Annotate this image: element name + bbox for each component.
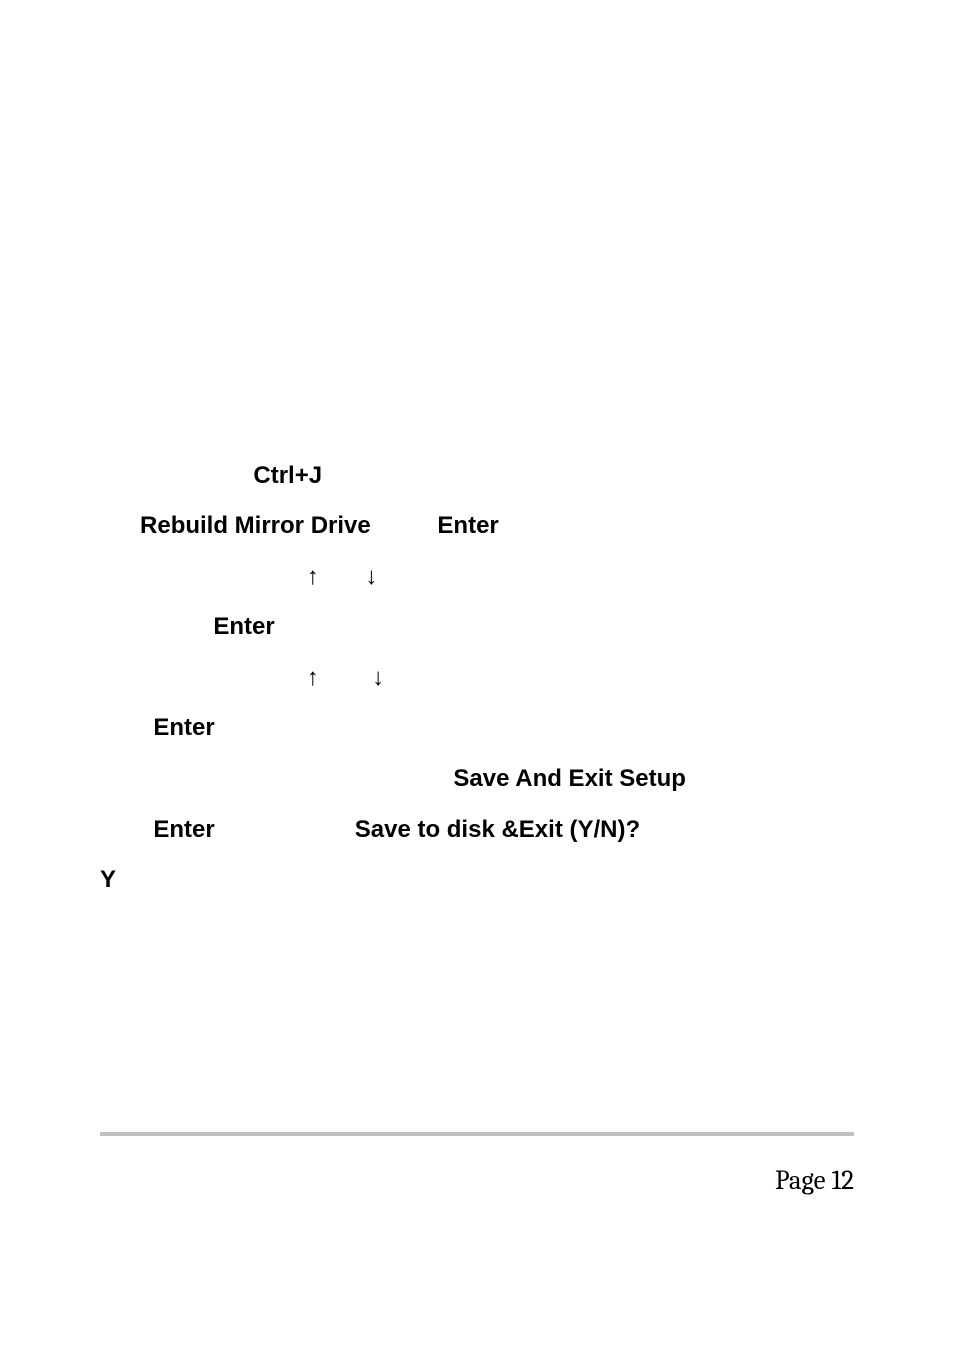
- document-content: Ctrl+J Rebuild Mirror Drive Enter ↑ ↓ En…: [100, 450, 854, 905]
- rebuild-mirror-label: Rebuild Mirror Drive: [140, 512, 371, 539]
- line-3: ↑ ↓: [100, 551, 854, 602]
- indent: [100, 512, 140, 539]
- footer-divider: [100, 1132, 854, 1136]
- save-prompt: Save to disk &Exit (Y/N)?: [355, 816, 640, 843]
- arrow-keys: ↑ ↓: [307, 563, 378, 590]
- enter-key: Enter: [153, 816, 214, 843]
- y-key: Y: [100, 866, 116, 893]
- page-number: Page 12: [775, 1165, 854, 1196]
- line-9: Y: [100, 855, 854, 906]
- arrow-keys: ↑ ↓: [307, 664, 384, 691]
- indent: [100, 613, 213, 640]
- gap: [371, 512, 438, 539]
- line-1: Ctrl+J: [100, 450, 854, 501]
- indent: [100, 462, 253, 489]
- indent: [100, 765, 453, 792]
- line-8: Enter Save to disk &Exit (Y/N)?: [100, 804, 854, 855]
- enter-key: Enter: [437, 512, 498, 539]
- line-7: Save And Exit Setup: [100, 754, 854, 805]
- indent: [100, 664, 307, 691]
- enter-key: Enter: [153, 714, 214, 741]
- line-2: Rebuild Mirror Drive Enter: [100, 501, 854, 552]
- indent: [100, 563, 307, 590]
- ctrl-j-key: Ctrl+J: [253, 462, 322, 489]
- line-6: Enter: [100, 703, 854, 754]
- line-5: ↑ ↓: [100, 652, 854, 703]
- save-exit-label: Save And Exit Setup: [453, 765, 686, 792]
- line-4: Enter: [100, 602, 854, 653]
- indent: [100, 816, 153, 843]
- gap: [215, 816, 355, 843]
- enter-key: Enter: [213, 613, 274, 640]
- indent: [100, 714, 153, 741]
